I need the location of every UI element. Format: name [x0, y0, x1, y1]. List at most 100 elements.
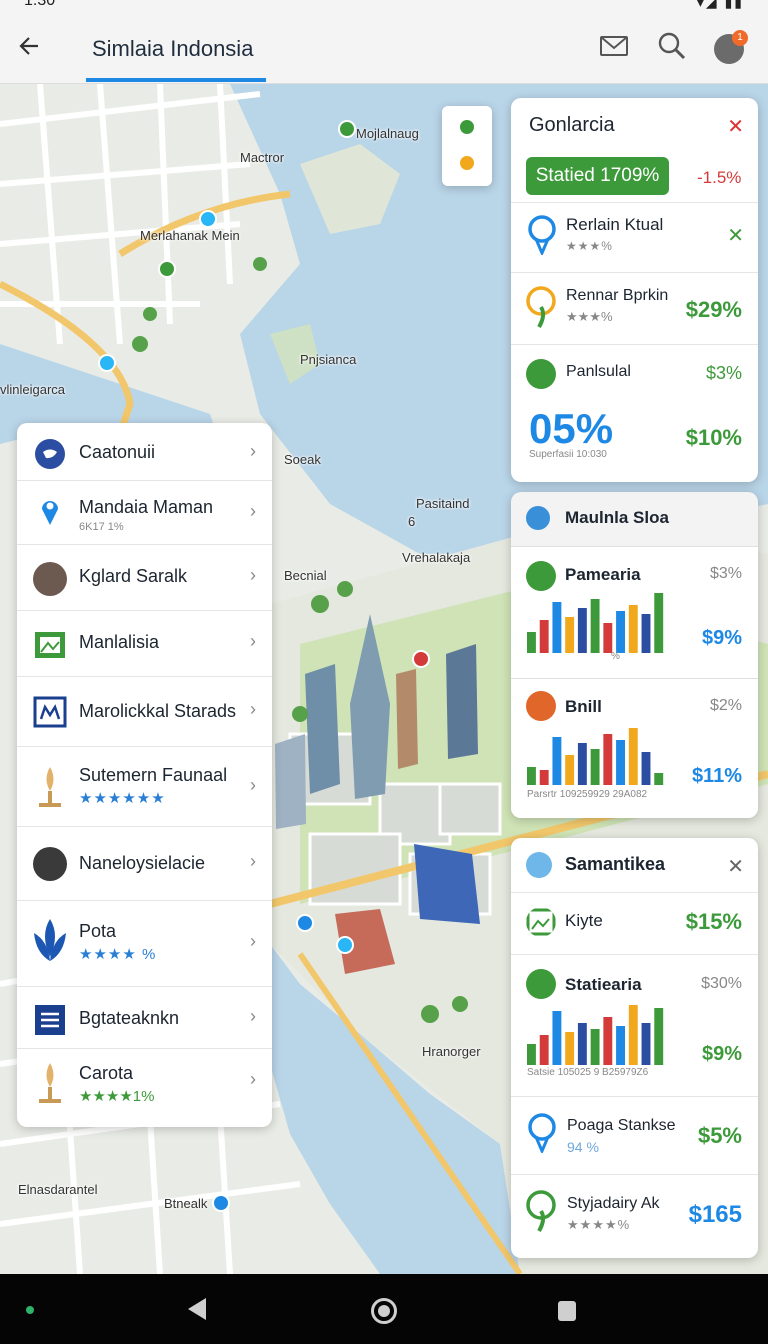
row-label: Pamearia [565, 565, 641, 584]
chevron-right-icon: › [250, 1006, 256, 1026]
map-label[interactable]: Pasitaind [416, 496, 470, 511]
mail-icon[interactable] [596, 28, 632, 64]
location-ring-icon [526, 286, 556, 329]
close-icon[interactable]: ✕ [727, 116, 744, 138]
bar-mark [654, 773, 664, 785]
detail-row[interactable]: Styjadairy Ak ★★★★% $165 [511, 1174, 758, 1258]
avatar-icon [33, 847, 67, 881]
rating-stars: ★★★★% [567, 1217, 631, 1232]
location-ring-icon [526, 1190, 556, 1233]
map-pin[interactable] [296, 914, 314, 932]
list-item[interactable]: Sutemern Faunaal ★★★★★★ › [17, 747, 272, 827]
bar-mark [603, 734, 613, 785]
chevron-right-icon: › [250, 851, 256, 871]
bar-mark [565, 755, 575, 785]
stat-row[interactable]: Pamearia $3% % $9% [511, 546, 758, 678]
list-item[interactable]: Mandaia Maman 6K17 1% › [17, 481, 272, 545]
bar-mark [590, 1029, 600, 1065]
bar-mark [641, 614, 651, 653]
map-label[interactable]: 6 [408, 514, 416, 529]
back-arrow-icon[interactable] [12, 28, 48, 64]
map-pin[interactable] [412, 650, 430, 668]
list-item[interactable]: Naneloysielacie › [17, 827, 272, 901]
layer-location-icon[interactable] [458, 154, 476, 172]
list-item[interactable]: Caatonuii › [17, 423, 272, 481]
close-icon[interactable]: ✕ [727, 856, 744, 878]
summary-row[interactable]: Rerlain Ktual ★★★% ✕ [511, 202, 758, 272]
map-label[interactable]: Mojlalnaug [356, 126, 419, 141]
nav-back-button[interactable] [188, 1298, 206, 1320]
list-item-label: Pota [79, 921, 117, 941]
map-layer-control[interactable] [442, 106, 492, 186]
status-time: 1:30 [24, 0, 56, 9]
map-label[interactable]: vlinleigarca [0, 382, 66, 397]
chat-icon [526, 969, 556, 999]
nav-recents-button[interactable] [558, 1301, 576, 1321]
pin-icon [526, 561, 556, 591]
bar-mark [628, 728, 638, 785]
detail-row[interactable]: Poaga Stankse 94 % $5% [511, 1096, 758, 1174]
bar-mark [552, 602, 562, 653]
chart-caption: Parsrtr 109259929 29A082 [527, 789, 648, 800]
card-title: Maulnla Sloa [565, 508, 669, 527]
stat-row[interactable]: Bnill $2% Parsrtr 109259929 29A082 $11% [511, 678, 758, 818]
row-value: $29% [685, 297, 742, 322]
summary-row[interactable]: Panlsulal $3% 05% Superfasii 10:030 $10% [511, 344, 758, 482]
chat-icon [526, 359, 556, 389]
bar-mark [654, 593, 664, 653]
map-pin[interactable] [199, 210, 217, 228]
map-label[interactable]: Merlahanak Mein [140, 228, 240, 243]
list-item-label: Manlalisia [79, 632, 160, 652]
layer-pin-icon[interactable] [458, 118, 476, 136]
map-label[interactable]: Vrehalakaja [402, 550, 471, 565]
header-icon [526, 852, 552, 878]
list-item-label: Kglard Saralk [79, 566, 188, 586]
map-pin[interactable] [98, 354, 116, 372]
list-item[interactable]: Carota ★★★★1% › [17, 1049, 272, 1127]
list-item[interactable]: Pota ★★★★ % › [17, 901, 272, 987]
header-icon [526, 506, 550, 530]
search-icon[interactable] [654, 28, 690, 64]
row-value: $5% [697, 1123, 742, 1148]
list-item-label: Bgtateaknkn [79, 1008, 180, 1028]
detail-row[interactable]: Kiyte $15% [511, 892, 758, 954]
close-icon[interactable]: ✕ [727, 225, 744, 247]
list-item[interactable]: Kglard Saralk › [17, 545, 272, 611]
list-item[interactable]: Marolickkal Starads › [17, 677, 272, 747]
status-bar: 1:30 ▾◢ ▮▮ [0, 0, 768, 10]
nav-home-button[interactable] [371, 1298, 397, 1324]
map-pin[interactable] [212, 1194, 230, 1212]
row-value: $165 [688, 1201, 742, 1228]
row-sub: 94 % [567, 1139, 599, 1155]
row-value-secondary: $9% [701, 627, 742, 649]
bar-mark [616, 611, 625, 653]
map-pin[interactable] [338, 120, 356, 138]
list-item-sub: 6K17 1% [79, 521, 124, 533]
row-label: Statiearia [565, 975, 642, 994]
stats-card: Maulnla Sloa Pamearia $3% % $9% Bnill $2… [511, 492, 758, 818]
chevron-right-icon: › [250, 775, 256, 795]
map-label[interactable]: Pnjsianca [300, 352, 357, 367]
map-pin[interactable] [158, 260, 176, 278]
compass-icon [526, 691, 556, 721]
map-label[interactable]: Becnial [284, 568, 327, 583]
list-item-label: Naneloysielacie [79, 853, 206, 873]
list-item-label: Caatonuii [79, 442, 156, 462]
title-tab-indicator [86, 78, 266, 82]
map-label[interactable]: Hranorger [422, 1044, 481, 1059]
map-label[interactable]: Elnasdarantel [18, 1182, 98, 1197]
map-label[interactable]: Soeak [284, 452, 321, 467]
detail-row[interactable]: Statiearia $30% Satsie 105025 9 B25979Z6… [511, 954, 758, 1096]
map-label[interactable]: Mactror [240, 150, 285, 165]
chevron-right-icon: › [250, 501, 256, 521]
row-label: Rerlain Ktual [566, 215, 664, 234]
image-icon [526, 908, 556, 936]
map-icon [33, 696, 67, 728]
status-badge[interactable]: Statied 1709% [526, 157, 669, 195]
summary-row[interactable]: Rennar Bprkin ★★★% $29% [511, 272, 758, 344]
map-label[interactable]: Btnealk [164, 1196, 208, 1211]
list-item[interactable]: Manlalisia › [17, 611, 272, 677]
list-item[interactable]: Bgtateaknkn › [17, 987, 272, 1049]
map-pin[interactable] [336, 936, 354, 954]
bar-mark [577, 743, 587, 785]
